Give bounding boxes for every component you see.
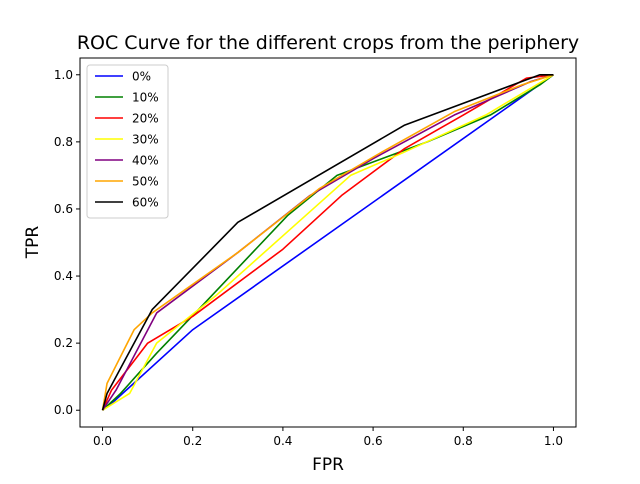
plot-frame — [79, 57, 577, 428]
series-line-3 — [102, 74, 554, 411]
legend-label-6: 60% — [132, 196, 159, 210]
series-line-5 — [101, 74, 554, 411]
legend-frame — [86, 64, 169, 219]
y-tick-label: 0.4 — [54, 269, 73, 283]
y-axis-ticks: 0.0 0.2 0.4 0.6 0.8 1.0 — [54, 68, 80, 417]
x-axis-label: FPR — [312, 455, 344, 475]
x-tick-label: 0.2 — [183, 434, 202, 448]
y-tick-label: 0.0 — [54, 403, 73, 417]
y-tick-label: 0.8 — [54, 135, 73, 149]
x-tick-label: 1.0 — [544, 434, 563, 448]
series-line-6 — [101, 73, 554, 411]
y-axis-label: TPR — [23, 226, 43, 260]
legend-label-3: 30% — [132, 133, 159, 147]
legend-label-5: 50% — [132, 175, 159, 189]
x-tick-label: 0.6 — [364, 434, 383, 448]
x-axis-ticks: 0.0 0.2 0.4 0.6 0.8 1.0 — [93, 427, 563, 448]
y-tick-label: 1.0 — [54, 68, 73, 82]
legend-label-2: 20% — [132, 112, 159, 126]
legend: 0% 10% 20% 30% 40% 50% 60% — [86, 64, 169, 219]
x-tick-label: 0.8 — [454, 434, 473, 448]
legend-label-1: 10% — [132, 91, 159, 105]
x-tick-label: 0.4 — [273, 434, 292, 448]
legend-label-4: 40% — [132, 154, 159, 168]
x-tick-label: 0.0 — [93, 434, 112, 448]
chart-title: ROC Curve for the different crops from t… — [77, 32, 579, 54]
y-tick-label: 0.6 — [54, 202, 73, 216]
legend-label-0: 0% — [132, 70, 151, 84]
y-tick-label: 0.2 — [54, 336, 73, 350]
series-group — [101, 73, 554, 411]
